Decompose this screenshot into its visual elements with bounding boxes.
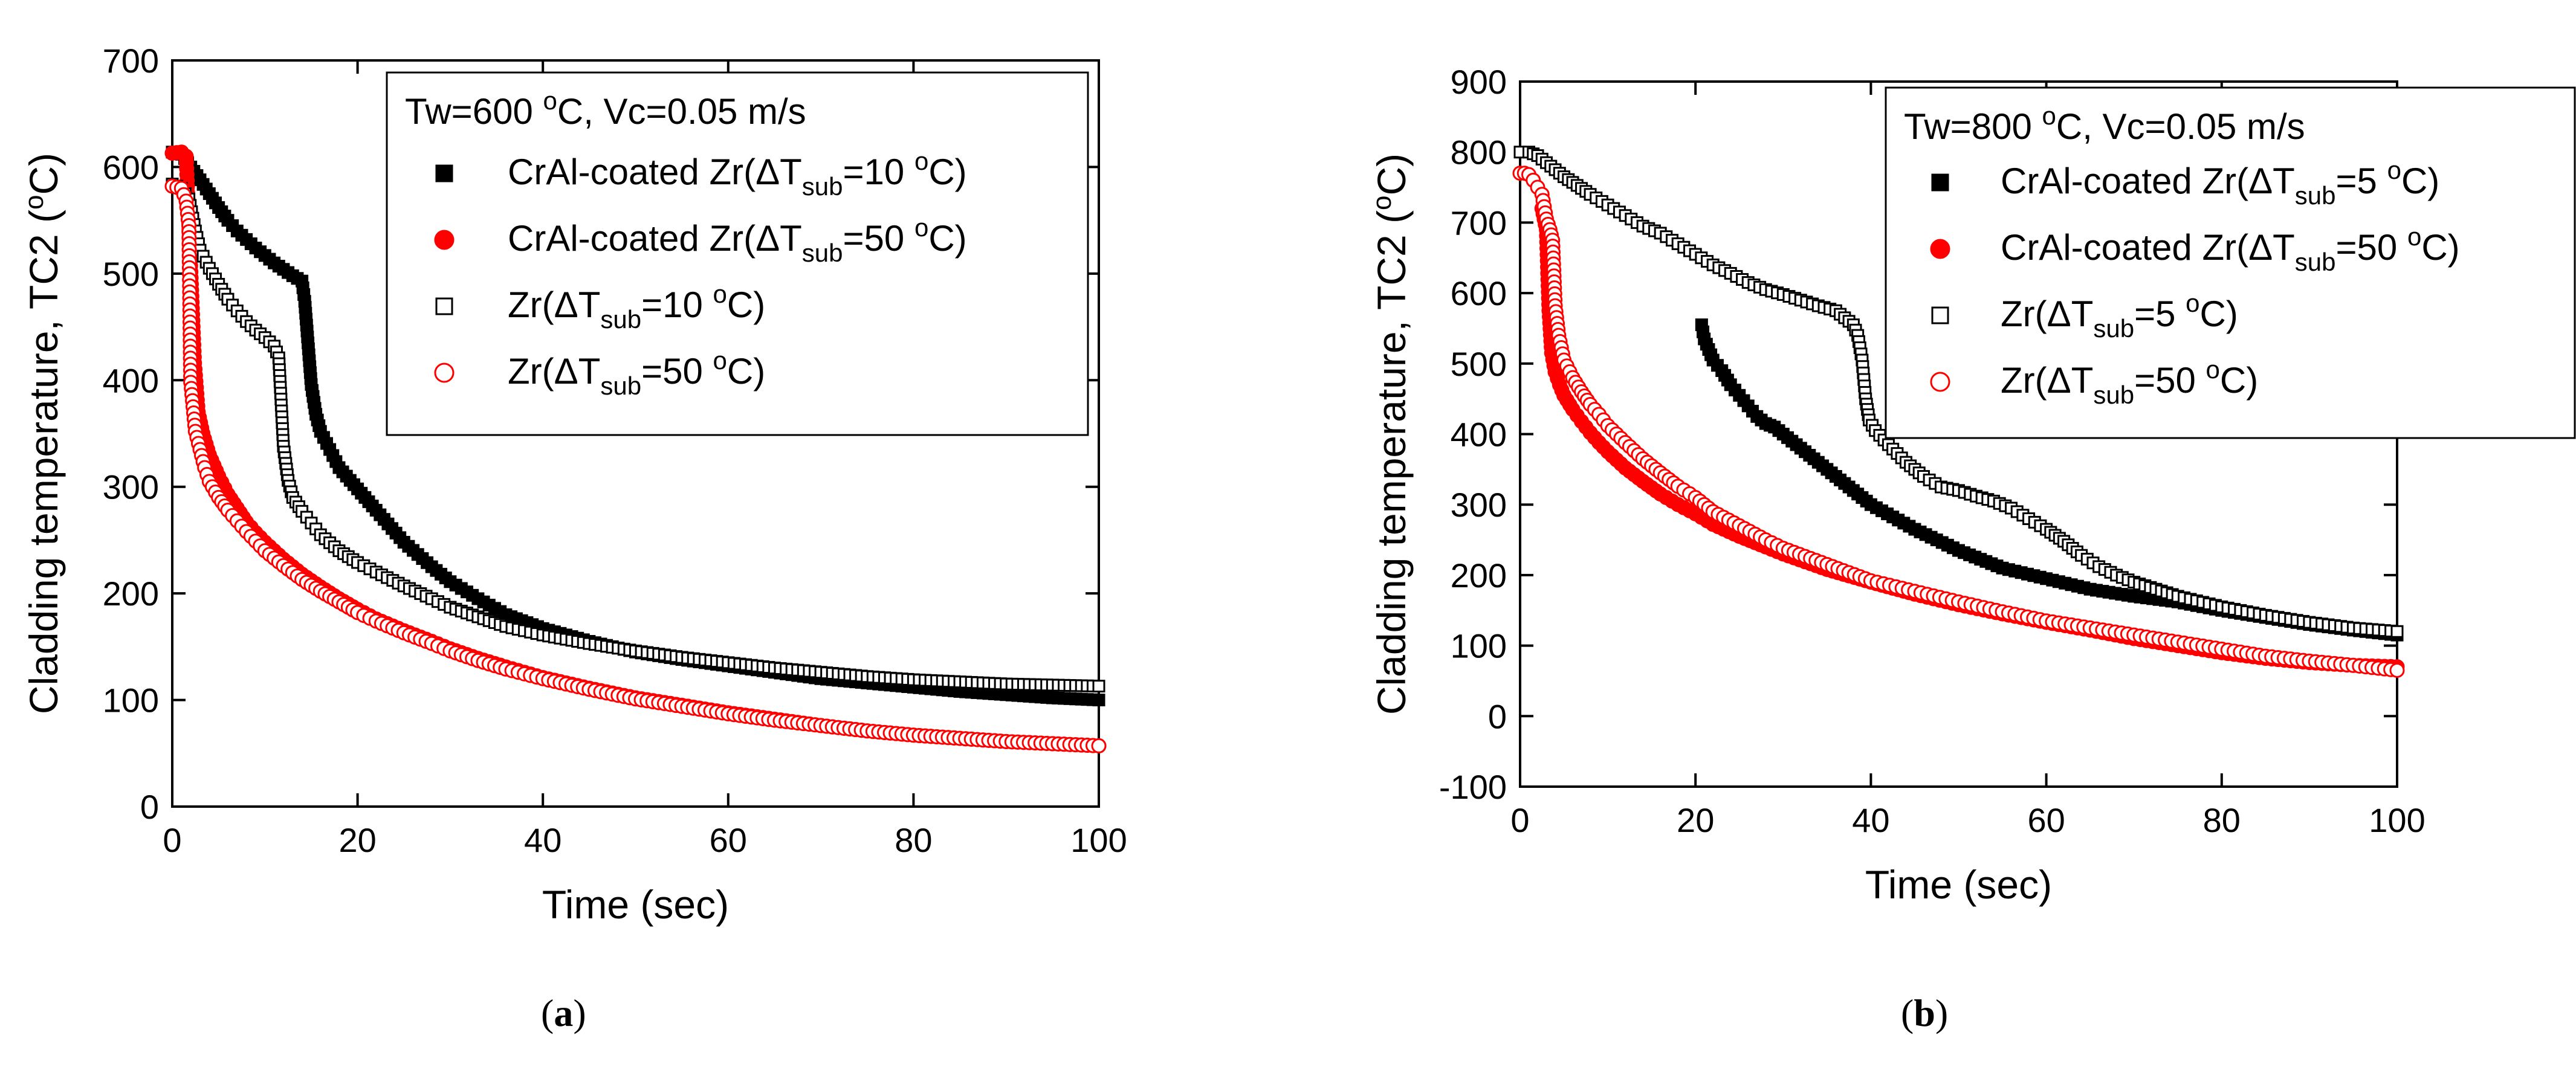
y-axis-label: Cladding temperature, TC2 (oC)	[19, 153, 66, 714]
legend-item-4: Zr(ΔTsub=50 oC)	[2001, 355, 2258, 409]
series-4	[1512, 166, 2405, 678]
plot-frame	[171, 59, 1100, 808]
x-tick-label: 60	[710, 821, 747, 859]
x-tick-label: 80	[895, 821, 932, 859]
x-tick-label: 80	[2203, 801, 2241, 839]
y-tick-label: 800	[1451, 134, 1507, 172]
data-point	[1092, 680, 1105, 693]
legend: Tw=800 oC, Vc=0.05 m/s CrAl-coated Zr(ΔTs…	[1885, 86, 2576, 439]
y-tick-label: 500	[103, 255, 159, 293]
series-3	[1513, 146, 2404, 638]
y-tick-label: 400	[1451, 416, 1507, 454]
legend-box	[386, 71, 1089, 436]
y-tick-label: 200	[103, 575, 159, 613]
legend-marker	[434, 230, 455, 250]
y-tick-label: 700	[103, 42, 159, 80]
legend-marker	[1930, 239, 1950, 259]
y-tick-label: 500	[1451, 345, 1507, 383]
legend-item-3: Zr(ΔTsub=10 oC)	[508, 280, 765, 334]
legend-marker	[435, 164, 453, 182]
y-tick-label: -100	[1439, 768, 1507, 806]
legend-marker	[1931, 173, 1949, 192]
y-tick-label: 600	[1451, 274, 1507, 312]
x-tick-label: 40	[524, 821, 561, 859]
x-axis-label: Time (sec)	[542, 882, 729, 927]
y-tick-label: 400	[103, 361, 159, 399]
legend-condition: Tw=600 oC, Vc=0.05 m/s	[405, 86, 806, 132]
y-tick-label: 0	[140, 788, 159, 826]
data-point	[2390, 625, 2404, 638]
legend-item-4: Zr(ΔTsub=50 oC)	[508, 346, 765, 400]
y-tick-label: 200	[1451, 556, 1507, 595]
legend: Tw=600 oC, Vc=0.05 m/s CrAl-coated Zr(ΔTs…	[386, 71, 1089, 436]
y-tick-label: 600	[103, 148, 159, 186]
x-tick-label: 0	[163, 821, 181, 859]
legend-marker	[434, 363, 455, 383]
data-point	[1091, 738, 1107, 753]
legend-box	[1885, 86, 2576, 439]
x-tick-label: 100	[1070, 821, 1127, 859]
legend-marker	[435, 297, 453, 315]
y-tick-label: 900	[1451, 63, 1507, 101]
series-4	[164, 178, 1107, 753]
y-axis-label: Cladding temperature, TC2 (oC)	[1367, 153, 1414, 715]
y-tick-label: 300	[1451, 486, 1507, 524]
caption-b: (b)	[1901, 991, 1949, 1034]
legend-condition: Tw=800 oC, Vc=0.05 m/s	[1904, 102, 2305, 147]
y-tick-label: 100	[103, 682, 159, 720]
legend-item-1: CrAl-coated Zr(ΔTsub=10 oC)	[508, 147, 967, 201]
chart-a: 0 20 40 60 80 100 0 100 200 300 400 500 600 700 Time (…	[19, 42, 1127, 927]
x-tick-label: 20	[1677, 801, 1714, 839]
x-axis-label: Time (sec)	[1865, 862, 2052, 907]
data-point	[1092, 694, 1105, 707]
caption-a: (a)	[541, 991, 586, 1034]
x-tick-label: 60	[2027, 801, 2065, 839]
x-tick-label: 20	[338, 821, 376, 859]
y-tick-label: 100	[1451, 627, 1507, 665]
legend-item-2: CrAl-coated Zr(ΔTsub=50 oC)	[2001, 222, 2460, 276]
chart-b: 0 20 40 60 80 100-100010020030040050060070080…	[1367, 63, 2576, 907]
x-tick-label: 100	[2369, 801, 2425, 839]
legend-item-1: CrAl-coated Zr(ΔTsub=5 oC)	[2001, 156, 2439, 210]
legend-marker	[1930, 372, 1950, 392]
data-point	[2389, 662, 2405, 678]
y-tick-label: 300	[103, 468, 159, 506]
x-tick-label: 0	[1510, 801, 1529, 839]
legend-item-2: CrAl-coated Zr(ΔTsub=50 oC)	[508, 213, 967, 267]
y-tick-label: 0	[1488, 697, 1507, 735]
legend-marker	[1931, 306, 1949, 324]
x-tick-label: 40	[1852, 801, 1889, 839]
y-tick-label: 700	[1451, 204, 1507, 242]
legend-item-3: Zr(ΔTsub=5 oC)	[2001, 289, 2238, 343]
